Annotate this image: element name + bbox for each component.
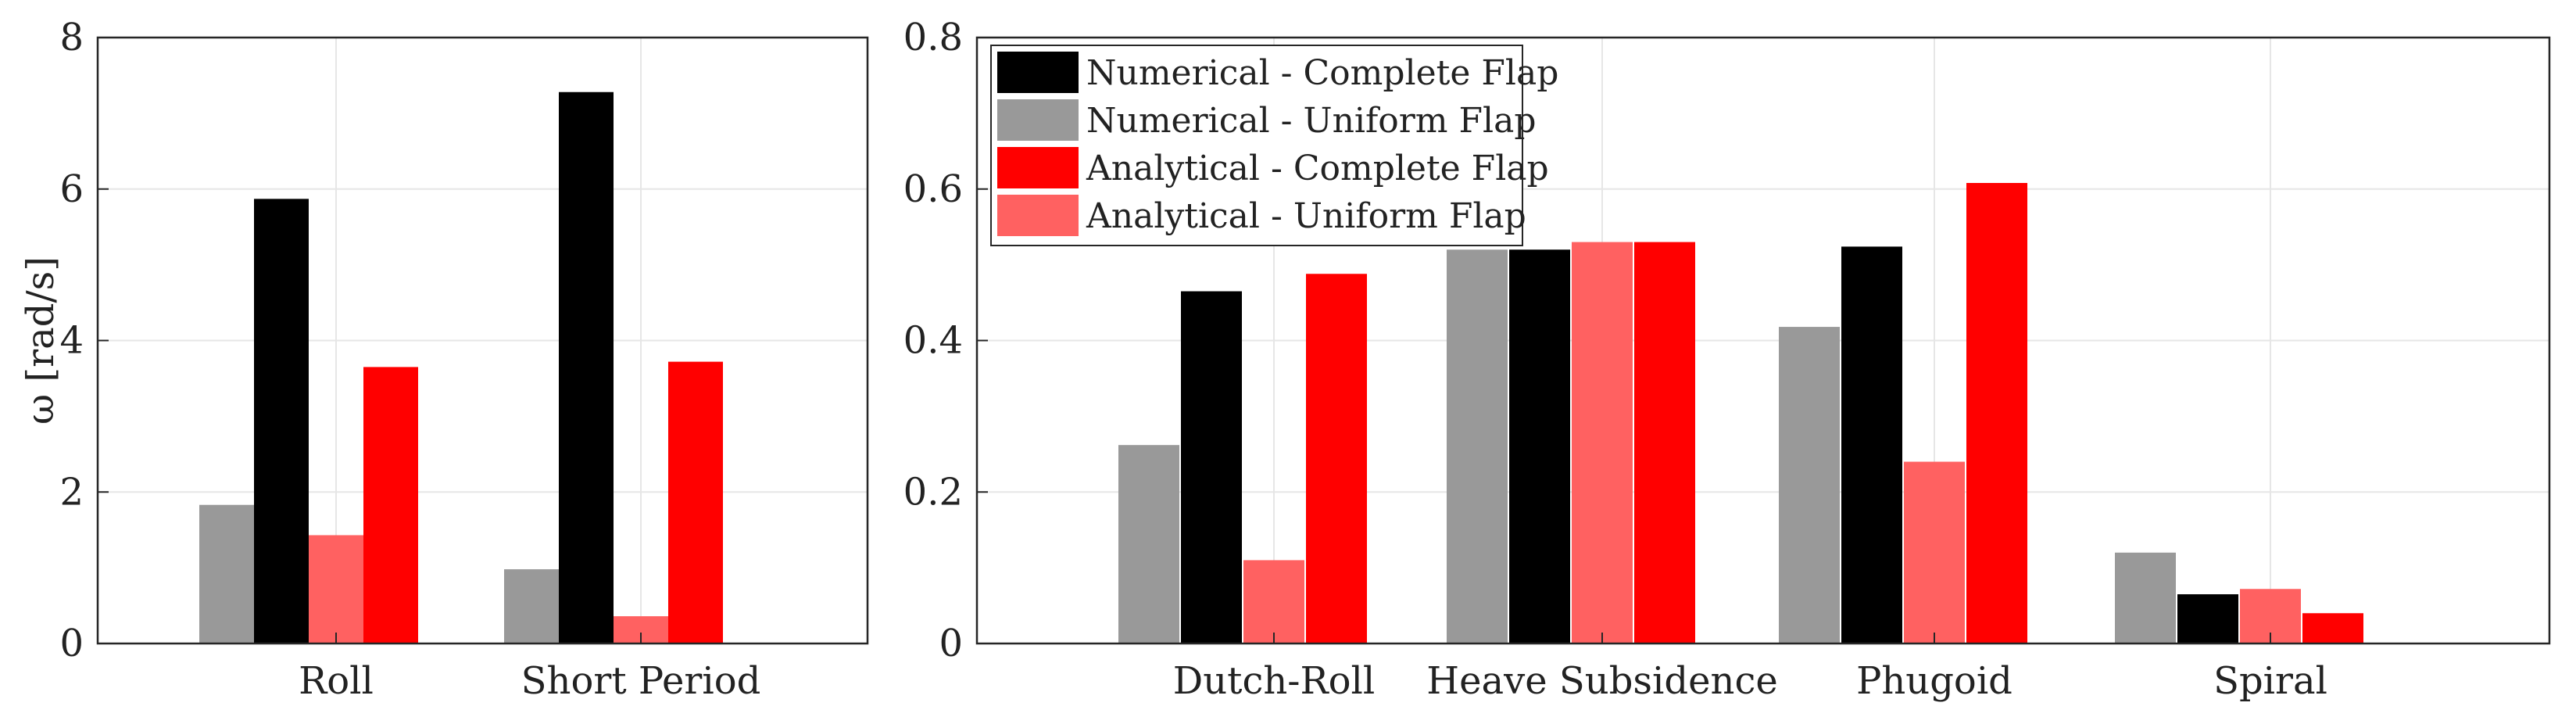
legend-swatch <box>997 195 1079 236</box>
y-tick-label: 4 <box>59 319 84 363</box>
bar-phugoid-series-3 <box>1966 183 2027 644</box>
y-tick-label: 6 <box>59 167 84 211</box>
bar-dutch-roll-series-3 <box>1306 274 1367 644</box>
legend-label: Analytical - Uniform Flap <box>1086 196 1526 236</box>
y-tick-label: 0 <box>939 622 963 665</box>
y-tick-label: 0.4 <box>903 319 963 363</box>
legend: Numerical - Complete Flap Numerical - Uni… <box>990 45 1558 246</box>
bar-short-period-series-0 <box>504 569 559 644</box>
bar-heave-subsidence-series-1 <box>1509 249 1570 644</box>
axes-box <box>975 36 2551 645</box>
left-chart-panel: 0 2 4 6 8 Roll Short Period ω [rad/s] <box>19 16 869 703</box>
bar-phugoid-series-0 <box>1779 327 1840 644</box>
x-tick-label: Phugoid <box>1856 659 2012 703</box>
bar-roll-series-1 <box>254 199 309 644</box>
y-tick-label: 0.8 <box>903 16 963 59</box>
bar-dutch-roll-series-2 <box>1243 560 1304 644</box>
bar-roll-series-0 <box>199 504 254 644</box>
bar-dutch-roll-series-1 <box>1181 291 1242 644</box>
right-chart-panel: 0 0.2 0.4 0.6 0.8 Dutch-Roll Heave Subsidence P… <box>903 16 2551 703</box>
bar-roll-series-2 <box>309 535 363 644</box>
x-tick-label: Short Period <box>521 659 761 703</box>
bar-dutch-roll-series-0 <box>1118 445 1179 644</box>
y-tick-label: 2 <box>59 470 84 514</box>
legend-box <box>990 45 1523 246</box>
legend-label: Numerical - Uniform Flap <box>1086 101 1537 141</box>
x-tick-label: Heave Subsidence <box>1426 659 1778 703</box>
legend-swatch <box>997 147 1079 188</box>
bar-spiral-series-3 <box>2302 613 2363 644</box>
bar-heave-subsidence-series-0 <box>1447 249 1508 644</box>
axes-box <box>96 36 869 645</box>
x-tick-label: Dutch-Roll <box>1173 659 1375 703</box>
bar-heave-subsidence-series-3 <box>1634 242 1695 644</box>
legend-label: Numerical - Complete Flap <box>1086 53 1558 93</box>
bar-heave-subsidence-series-2 <box>1572 242 1633 644</box>
bar-short-period-series-1 <box>559 91 614 644</box>
y-tick-label: 0.2 <box>903 470 963 514</box>
y-axis-label: ω [rad/s] <box>19 256 63 425</box>
legend-swatch <box>997 99 1079 141</box>
x-tick-label: Roll <box>299 659 374 703</box>
bar-phugoid-series-1 <box>1841 246 1902 644</box>
bar-roll-series-3 <box>363 367 418 644</box>
bar-short-period-series-3 <box>668 361 723 644</box>
y-tick-label: 0 <box>59 622 84 665</box>
x-tick-label: Spiral <box>2213 659 2327 703</box>
legend-swatch <box>997 52 1079 93</box>
bar-spiral-series-1 <box>2177 594 2238 644</box>
bar-spiral-series-0 <box>2115 552 2176 644</box>
y-tick-label: 8 <box>59 16 84 59</box>
legend-label: Analytical - Complete Flap <box>1086 149 1549 188</box>
bar-phugoid-series-2 <box>1904 461 1965 644</box>
y-tick-label: 0.6 <box>903 167 963 211</box>
